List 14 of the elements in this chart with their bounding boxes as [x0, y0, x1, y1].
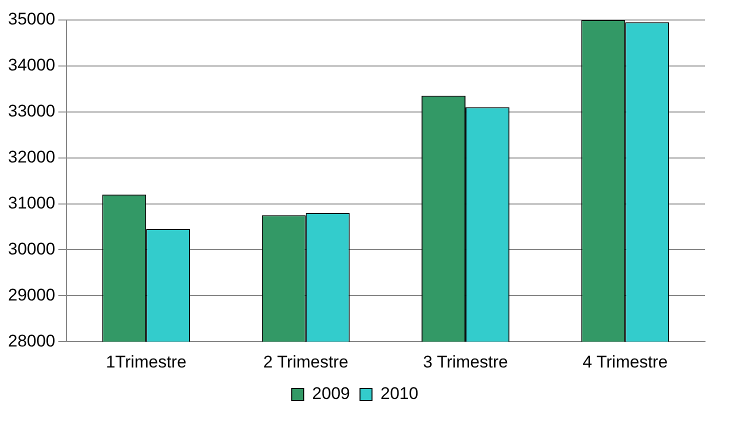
y-tick-label: 30000 [8, 239, 56, 258]
x-tick-label: 4 Trimestre [582, 352, 668, 372]
y-tick-label: 35000 [8, 10, 56, 29]
x-tick-label: 2 Trimestre [263, 352, 348, 372]
y-tick-label: 31000 [8, 193, 56, 212]
legend-label: 2010 [380, 384, 418, 404]
y-tick-label: 33000 [8, 102, 56, 121]
y-tick-label: 34000 [8, 56, 56, 75]
legend-label: 2009 [312, 384, 350, 404]
x-tick-label: 1Trimestre [106, 352, 186, 372]
y-tick-label: 28000 [8, 331, 56, 350]
y-tick-label: 32000 [8, 148, 56, 167]
y-tick-label: 29000 [8, 285, 56, 304]
x-tick-label: 3 Trimestre [422, 352, 508, 372]
